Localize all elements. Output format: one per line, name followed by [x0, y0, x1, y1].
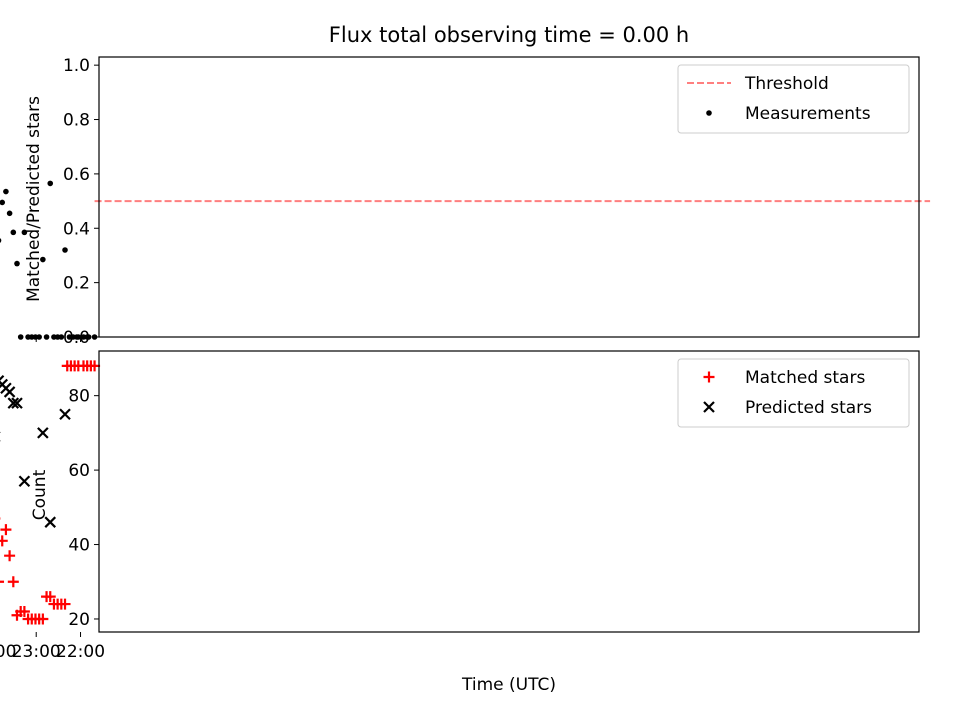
matched-star-marker	[11, 609, 23, 621]
x-tick-label: 23:00	[12, 642, 61, 662]
matched-star-marker	[0, 580, 5, 583]
measurement-point	[6, 210, 13, 217]
predicted-star-marker	[37, 427, 49, 439]
measurement-point	[80, 334, 87, 340]
matched-star-marker	[0, 535, 8, 547]
predicted-star-marker	[59, 408, 71, 421]
matched-star-marker	[22, 613, 34, 625]
measurement-point	[10, 229, 17, 236]
y-tick-label: 40	[68, 536, 90, 556]
measurement-point	[14, 260, 20, 267]
legend-label: Threshold	[744, 74, 829, 94]
bottom-plot: 2040608022:0023:0000:0001:0002:0003:00Ma…	[0, 350, 920, 662]
matched-star-marker	[0, 524, 12, 536]
matched-star-marker	[41, 591, 53, 603]
measurement-point	[0, 199, 6, 206]
x-tick-label: 00:00	[0, 642, 16, 662]
measurement-point	[91, 334, 98, 340]
legend-label: Predicted stars	[745, 398, 872, 418]
legend-predicted-swatch	[703, 401, 715, 413]
legend-matched-swatch	[703, 371, 715, 383]
measurement-point	[3, 188, 9, 195]
y-tick-label: 0.6	[63, 165, 90, 185]
measurement-point	[17, 334, 24, 340]
plot-frame	[98, 350, 920, 633]
predicted-star-marker	[44, 516, 57, 528]
matched-star-marker	[4, 550, 16, 562]
y-tick-label: 0.4	[63, 219, 90, 239]
measurement-point	[51, 334, 57, 340]
predicted-star-marker	[0, 374, 5, 387]
predicted-star-marker	[11, 397, 23, 409]
matched-star-marker	[48, 598, 60, 610]
matched-star-marker	[61, 360, 73, 372]
chart-title: Flux total observing time = 0.00 h	[329, 23, 689, 47]
measurement-point	[47, 180, 54, 187]
y-tick-label: 0.8	[63, 111, 90, 131]
y-tick-label: 60	[68, 461, 90, 481]
y-tick-label: 20	[68, 610, 90, 630]
measurement-point	[66, 334, 73, 340]
legend-box	[677, 358, 910, 428]
x-tick-label: 22:00	[56, 642, 105, 662]
plot-frame	[98, 56, 920, 338]
y-tick-label: 1.0	[63, 56, 90, 76]
measurement-point	[62, 247, 68, 253]
y-tick-label: 80	[68, 387, 90, 407]
measurement-point	[21, 229, 28, 236]
predicted-star-marker	[18, 475, 31, 488]
legend-label: Matched stars	[745, 368, 865, 388]
y-tick-label: 0.2	[63, 274, 90, 294]
predicted-star-marker	[7, 397, 20, 409]
legend-box	[677, 64, 910, 134]
measurement-point	[25, 334, 31, 340]
legend-measurement-swatch	[706, 110, 712, 116]
matched-star-marker	[7, 576, 19, 588]
bottom-y-axis-label: Count	[30, 469, 50, 520]
legend-label: Measurements	[745, 104, 871, 124]
measurement-point	[0, 238, 2, 243]
top-y-axis-label: Matched/Predicted stars	[24, 96, 44, 302]
measurement-point	[43, 334, 50, 340]
measurement-point	[40, 256, 46, 263]
x-axis-label: Time (UTC)	[461, 675, 556, 695]
